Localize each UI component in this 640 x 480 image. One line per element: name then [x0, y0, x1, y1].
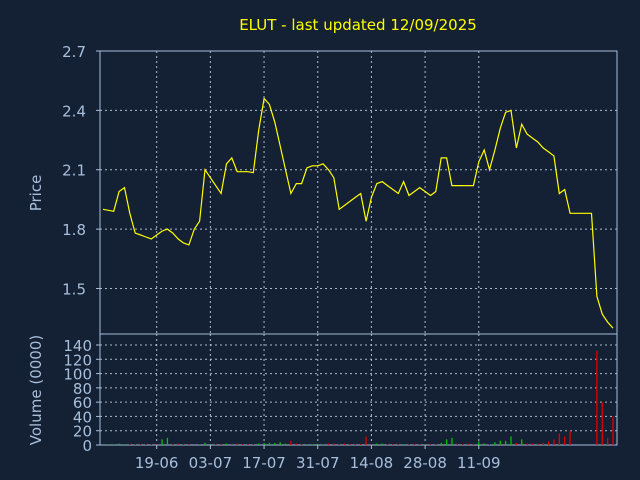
- volume-tick-label: 60: [73, 394, 92, 412]
- date-tick-label: 11-09: [457, 454, 501, 472]
- date-tick-label: 19-06: [135, 454, 179, 472]
- price-tick-label: 2.7: [62, 43, 86, 61]
- volume-tick-label: 40: [73, 408, 92, 426]
- date-tick-label: 14-08: [350, 454, 394, 472]
- date-tick-label: 31-07: [296, 454, 340, 472]
- price-tick-label: 2.1: [62, 162, 86, 180]
- price-panel: 1.5 1.8 2.1 2.4 2.7 Price: [27, 43, 618, 335]
- volume-tick-label: 0: [82, 437, 92, 455]
- price-tick-label: 2.4: [62, 102, 86, 120]
- date-tick-label: 28-08: [403, 454, 447, 472]
- volume-axis-label: Volume (0000): [27, 335, 45, 445]
- price-axis-label: Price: [27, 175, 45, 212]
- volume-plot-frame: [99, 333, 618, 446]
- volume-tick-label: 80: [73, 380, 92, 398]
- volume-tick-label: 20: [73, 423, 92, 441]
- price-tick-label: 1.5: [62, 280, 86, 298]
- volume-tick-label: 100: [63, 366, 92, 384]
- volume-tick-label: 140: [63, 337, 92, 355]
- volume-tick-label: 120: [63, 351, 92, 369]
- price-series-line: [102, 97, 614, 329]
- chart-title: ELUT - last updated 12/09/2025: [239, 16, 477, 34]
- price-plot-frame: [99, 50, 618, 335]
- date-tick-label: 03-07: [189, 454, 233, 472]
- date-tick-label: 17-07: [242, 454, 286, 472]
- price-tick-label: 1.8: [62, 221, 86, 239]
